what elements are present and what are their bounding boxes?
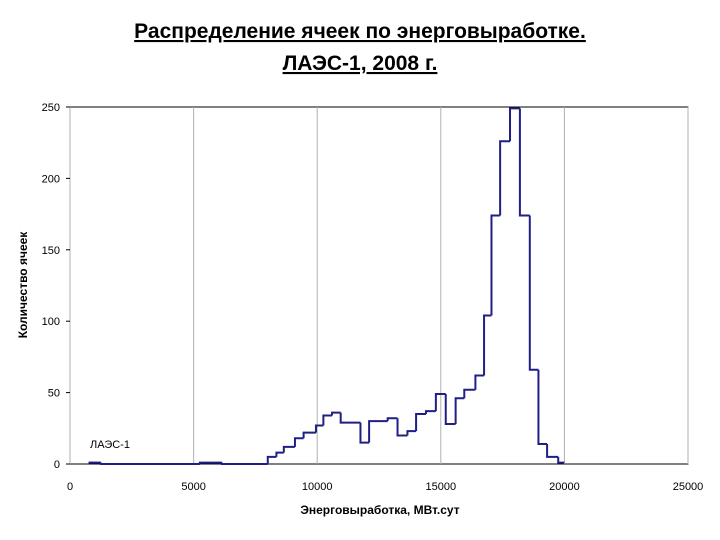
histogram-step	[509, 107, 520, 142]
histogram-step	[454, 397, 465, 425]
y-tick-label: 100	[42, 316, 60, 328]
y-axis-label: Количество ячеек	[16, 231, 30, 339]
x-axis-label: Энерговыработка, МВт.сут	[300, 503, 459, 517]
histogram-step	[557, 456, 565, 464]
histogram-step	[474, 374, 485, 390]
histogram-step	[198, 461, 223, 464]
histogram-step	[302, 431, 316, 439]
histogram-step	[463, 388, 476, 399]
y-tick-label: 0	[54, 459, 60, 471]
histogram-step	[386, 417, 398, 422]
histogram-step	[314, 424, 324, 433]
histogram-step	[266, 455, 277, 464]
histogram-step	[499, 140, 511, 216]
histogram-step	[434, 393, 446, 412]
x-tick-label: 15000	[426, 481, 457, 493]
x-tick-label: 20000	[549, 481, 580, 493]
x-tick-label: 10000	[302, 481, 333, 493]
histogram-step	[537, 369, 548, 446]
y-tick-label: 150	[42, 245, 60, 257]
histogram-step	[444, 394, 456, 426]
plot-frame	[69, 106, 689, 465]
legend-label: ЛАЭС-1	[90, 439, 130, 451]
histogram-step	[483, 314, 492, 376]
y-tick-label: 200	[42, 173, 60, 185]
histogram-step	[368, 420, 388, 443]
histogram-step	[359, 422, 370, 444]
histogram-step	[406, 430, 417, 436]
histogram-step	[99, 462, 200, 465]
histogram-step	[415, 413, 426, 432]
chart-title: Распределение ячеек по энерговыработке.	[134, 20, 586, 43]
histogram-step	[293, 437, 304, 447]
histogram-step	[490, 214, 501, 316]
x-tick-label: 0	[67, 481, 73, 493]
y-tick-label: 50	[48, 388, 60, 400]
histogram-step	[221, 462, 268, 465]
histogram-step	[424, 410, 436, 415]
histogram-step	[396, 418, 408, 437]
x-tick-label: 5000	[181, 481, 205, 493]
histogram-step	[528, 215, 539, 371]
histogram-step	[518, 108, 530, 217]
histogram-step	[339, 412, 361, 424]
histogram-step	[546, 444, 559, 458]
chart-title: ЛАЭС-1, 2008 г.	[283, 52, 438, 75]
y-tick-label: 250	[42, 102, 60, 114]
histogram-step	[331, 411, 341, 416]
histogram-step	[282, 445, 295, 453]
x-tick-label: 25000	[673, 481, 704, 493]
histogram-step	[322, 414, 333, 426]
histogram-step	[275, 451, 284, 457]
